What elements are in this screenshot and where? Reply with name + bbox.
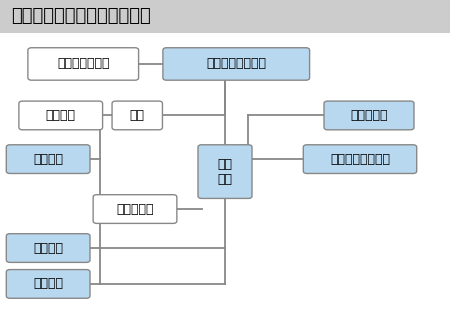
FancyBboxPatch shape: [28, 48, 139, 80]
Text: 阪神尼崎: 阪神尼崎: [33, 277, 63, 290]
FancyBboxPatch shape: [163, 48, 310, 80]
Text: ＪＲ
伊丹: ＪＲ 伊丹: [217, 158, 233, 186]
FancyBboxPatch shape: [303, 145, 417, 173]
Text: 北村: 北村: [130, 109, 145, 122]
FancyBboxPatch shape: [324, 101, 414, 130]
FancyBboxPatch shape: [112, 101, 162, 130]
Text: 阪急豊中駅: 阪急豊中駅: [350, 109, 388, 122]
FancyBboxPatch shape: [6, 145, 90, 173]
Text: 伊丹営業所: 伊丹営業所: [116, 202, 154, 216]
Text: 愛宕原ゴルフ場: 愛宕原ゴルフ場: [57, 57, 109, 71]
FancyBboxPatch shape: [93, 195, 177, 223]
Text: 阪急伊丹: 阪急伊丹: [33, 153, 63, 166]
FancyBboxPatch shape: [0, 0, 450, 33]
FancyBboxPatch shape: [6, 234, 90, 262]
FancyBboxPatch shape: [198, 145, 252, 198]
FancyBboxPatch shape: [19, 101, 103, 130]
Text: 総監部前: 総監部前: [46, 109, 76, 122]
FancyBboxPatch shape: [6, 270, 90, 298]
Text: 尼崎市、伊丹市、川西市南部: 尼崎市、伊丹市、川西市南部: [11, 7, 151, 25]
Text: 阪急塚口: 阪急塚口: [33, 241, 63, 255]
Text: イオンモール伊丹: イオンモール伊丹: [330, 153, 390, 166]
Text: 阪急川西能勢口駅: 阪急川西能勢口駅: [206, 57, 266, 71]
